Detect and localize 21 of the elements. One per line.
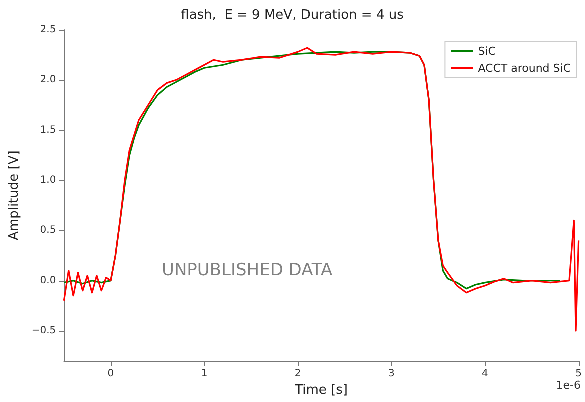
y-tick-label: 0.5	[40, 225, 56, 236]
chart-title: flash, E = 9 MeV, Duration = 4 us	[181, 8, 404, 23]
x-tick-label: 2	[294, 368, 302, 380]
x-tick-label: 3	[388, 368, 395, 380]
x-axis-title: Time [s]	[294, 383, 348, 398]
x-tick-label: 0	[108, 368, 114, 380]
y-tick-label: 1.0	[40, 175, 56, 186]
x-tick-label: 1	[201, 368, 208, 380]
legend-label: SiC	[478, 45, 496, 58]
x-tick-label: 5	[576, 368, 582, 380]
annotation: UNPUBLISHED DATA	[162, 260, 333, 280]
y-tick-label: −0.5	[32, 326, 56, 336]
y-tick-label: 2.0	[40, 74, 56, 86]
y-axis-title: Amplitude [V]	[7, 150, 22, 240]
y-tick-label: 1.5	[40, 124, 56, 136]
y-tick-label: 2.5	[40, 24, 56, 36]
line-series	[63, 47, 580, 332]
y-tick-label: 0.0	[40, 275, 56, 286]
x-tick-label: 4	[482, 368, 488, 380]
text: 1e-6	[556, 379, 581, 392]
legend-label: ACCT around SiC	[478, 62, 572, 75]
